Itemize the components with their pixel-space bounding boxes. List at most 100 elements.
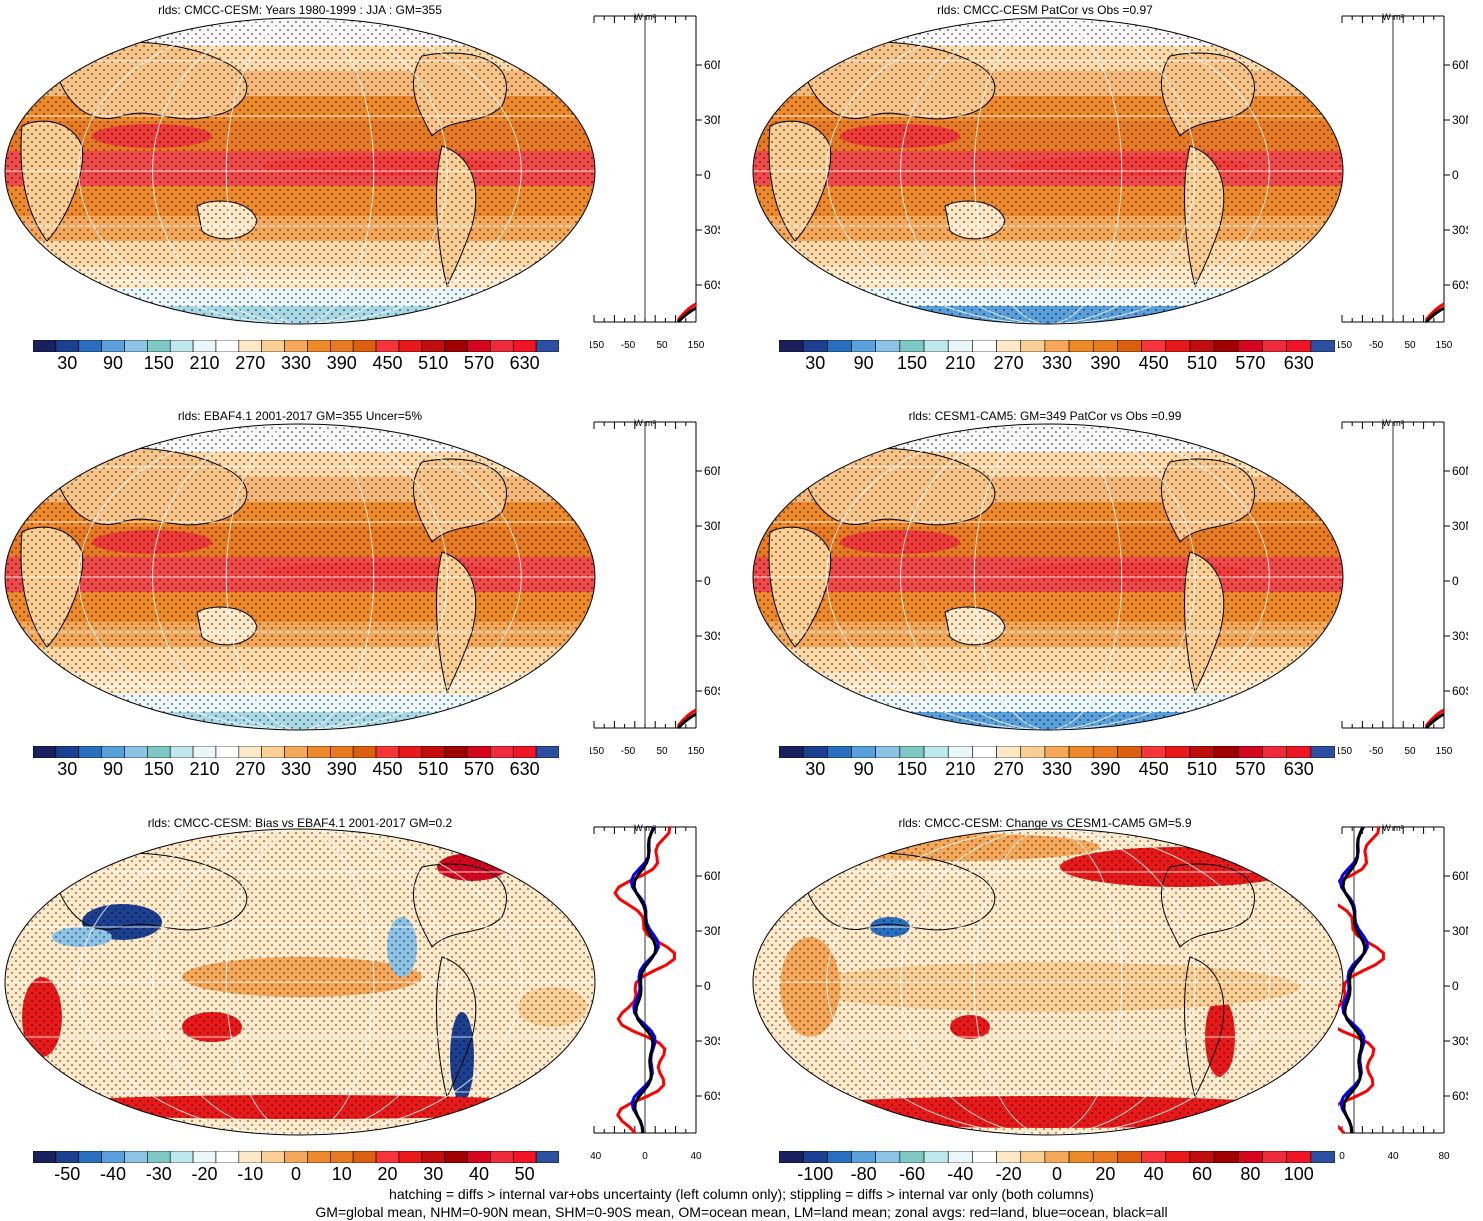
colorbar-tick-label: 50 — [514, 1164, 535, 1184]
colorbar-tick-label: -80 — [850, 1164, 877, 1184]
colorbar-tick-label: -50 — [54, 1164, 81, 1184]
zonal-mean-plot: W m² 60N 30N 0 30S 60S -150 -50 50 150 — [590, 12, 720, 350]
colorbar-tick-label: 390 — [1090, 759, 1121, 779]
colorbar — [33, 1151, 559, 1163]
colorbar — [779, 1151, 1335, 1163]
zonal-mean-plot: W m² 60N 30N 0 30S 60S -40 0 40 — [590, 823, 720, 1161]
colorbar-tick-label: 270 — [993, 353, 1024, 373]
map-title: rlds: CMCC-CESM PatCor vs Obs =0.97 — [937, 3, 1153, 17]
colorbar-tick-label: 630 — [509, 353, 540, 373]
zonal-lat-label: 0 — [704, 574, 711, 588]
colorbar-tick-label: 150 — [896, 353, 927, 373]
colorbar-tick-label: 330 — [1041, 759, 1073, 779]
zonal-x-tick-label: 50 — [656, 746, 668, 756]
map-plot — [752, 423, 1344, 731]
zonal-x-tick-label: 0 — [642, 1151, 648, 1161]
colorbar — [779, 340, 1335, 352]
zonal-lat-label: 60S — [1452, 684, 1468, 698]
colorbar-tick-label: 450 — [1138, 759, 1169, 779]
colorbar-tick-label: 100 — [1283, 1164, 1314, 1184]
zonal-lat-label: 0 — [704, 168, 711, 182]
colorbar-tick-label: 330 — [1041, 353, 1073, 373]
colorbar-tick-label: -100 — [797, 1164, 834, 1184]
zonal-mean-plot: W m² 60N 30N 0 30S 60S -150 -50 50 150 — [1338, 12, 1468, 350]
zonal-lat-label: 30N — [704, 113, 720, 127]
zonal-lat-label: 60S — [1452, 278, 1468, 292]
zonal-x-tick-label: -150 — [590, 746, 604, 756]
colorbar-tick-label: 210 — [189, 353, 220, 373]
colorbar-tick-label: -20 — [191, 1164, 218, 1184]
map-plot — [4, 423, 596, 731]
zonal-lat-label: 0 — [1452, 168, 1459, 182]
zonal-mean-plot: W m² 60N 30N 0 30S 60S -150 -50 50 150 — [1338, 418, 1468, 756]
colorbar-tick-label: 40 — [468, 1164, 489, 1184]
colorbar-tick-label: 210 — [945, 759, 976, 779]
colorbar-tick-label: 330 — [280, 759, 312, 779]
map-title: rlds: CMCC-CESM: Bias vs EBAF4.1 2001-20… — [147, 816, 453, 830]
colorbar-tick-label: -20 — [995, 1164, 1022, 1184]
zonal-x-tick-label: 150 — [1436, 340, 1453, 350]
colorbar-tick-label: 20 — [377, 1164, 398, 1184]
footer-line-1: hatching = diffs > internal var+obs unce… — [389, 1186, 1094, 1202]
zonal-unit-label: W m² — [634, 418, 656, 428]
zonal-lat-label: 30S — [1452, 629, 1468, 643]
zonal-lat-label: 30S — [1452, 1034, 1468, 1048]
zonal-lat-label: 30N — [704, 519, 720, 533]
colorbar-tick-label: 630 — [1283, 759, 1314, 779]
colorbar-tick-label: 90 — [853, 759, 874, 779]
map-title: rlds: EBAF4.1 2001-2017 GM=355 Uncer=5% — [177, 409, 423, 423]
map-title: rlds: CMCC-CESM: Change vs CESM1-CAM5 GM… — [898, 816, 1192, 830]
colorbar-tick-label: 30 — [805, 759, 826, 779]
colorbar-tick-label: 390 — [1090, 353, 1121, 373]
colorbar-tick-label: 90 — [103, 353, 124, 373]
colorbar-tick-label: 630 — [1283, 353, 1314, 373]
colorbar-tick-label: 80 — [1240, 1164, 1261, 1184]
colorbar-tick-label: 210 — [945, 353, 976, 373]
colorbar-tick-label: 570 — [1235, 353, 1266, 373]
colorbar-tick-label: 30 — [805, 353, 826, 373]
map-title: rlds: CESM1-CAM5: GM=349 PatCor vs Obs =… — [908, 409, 1182, 423]
zonal-x-tick-label: -150 — [1338, 746, 1352, 756]
zonal-x-tick-label: 50 — [656, 340, 668, 350]
zonal-lat-label: 30S — [704, 223, 720, 237]
colorbar-tick-label: 450 — [1138, 353, 1169, 373]
zonal-x-tick-label: -50 — [1369, 746, 1384, 756]
colorbar-tick-label: 270 — [235, 759, 266, 779]
colorbar-tick-label: 510 — [418, 353, 449, 373]
zonal-mean-plot: W m² 60N 30N 0 30S 60S -150 -50 50 150 — [590, 418, 720, 756]
zonal-unit-label: W m² — [1382, 418, 1404, 428]
colorbar-tick-label: 30 — [57, 759, 78, 779]
zonal-x-tick-label: 80 — [1438, 1151, 1450, 1161]
zonal-lat-label: 60N — [704, 869, 720, 883]
colorbar-tick-label: 630 — [509, 759, 540, 779]
colorbar-tick-label: 270 — [993, 759, 1024, 779]
zonal-x-tick-label: 150 — [688, 746, 705, 756]
colorbar-tick-label: -60 — [898, 1164, 925, 1184]
colorbar-tick-label: 510 — [418, 759, 449, 779]
colorbar-tick-label: 570 — [1235, 759, 1266, 779]
colorbar — [33, 340, 559, 352]
zonal-lat-label: 0 — [1452, 574, 1459, 588]
zonal-x-tick-label: -50 — [621, 746, 636, 756]
zonal-lat-label: 30S — [1452, 223, 1468, 237]
colorbar-tick-label: 510 — [1187, 353, 1218, 373]
zonal-lat-label: 30N — [1452, 924, 1468, 938]
zonal-lat-label: 60S — [1452, 1089, 1468, 1103]
zonal-x-tick-label: 40 — [1387, 1151, 1399, 1161]
colorbar-tick-label: 150 — [896, 759, 927, 779]
colorbar-tick-label: 90 — [103, 759, 124, 779]
map-plot — [752, 17, 1344, 325]
zonal-lat-label: 60S — [704, 278, 720, 292]
zonal-lat-label: 60S — [704, 684, 720, 698]
zonal-lat-label: 60N — [1452, 869, 1468, 883]
map-plot — [4, 17, 596, 325]
colorbar-tick-label: -40 — [947, 1164, 974, 1184]
zonal-unit-label: W m² — [634, 823, 656, 833]
colorbar-tick-label: -30 — [145, 1164, 172, 1184]
zonal-lat-label: 60N — [1452, 58, 1468, 72]
colorbar-tick-label: 60 — [1192, 1164, 1213, 1184]
colorbar-tick-label: 20 — [1095, 1164, 1116, 1184]
colorbar-tick-label: 330 — [280, 353, 312, 373]
footer-line-2: GM=global mean, NHM=0-90N mean, SHM=0-90… — [315, 1204, 1168, 1220]
zonal-x-tick-label: -50 — [1369, 340, 1384, 350]
